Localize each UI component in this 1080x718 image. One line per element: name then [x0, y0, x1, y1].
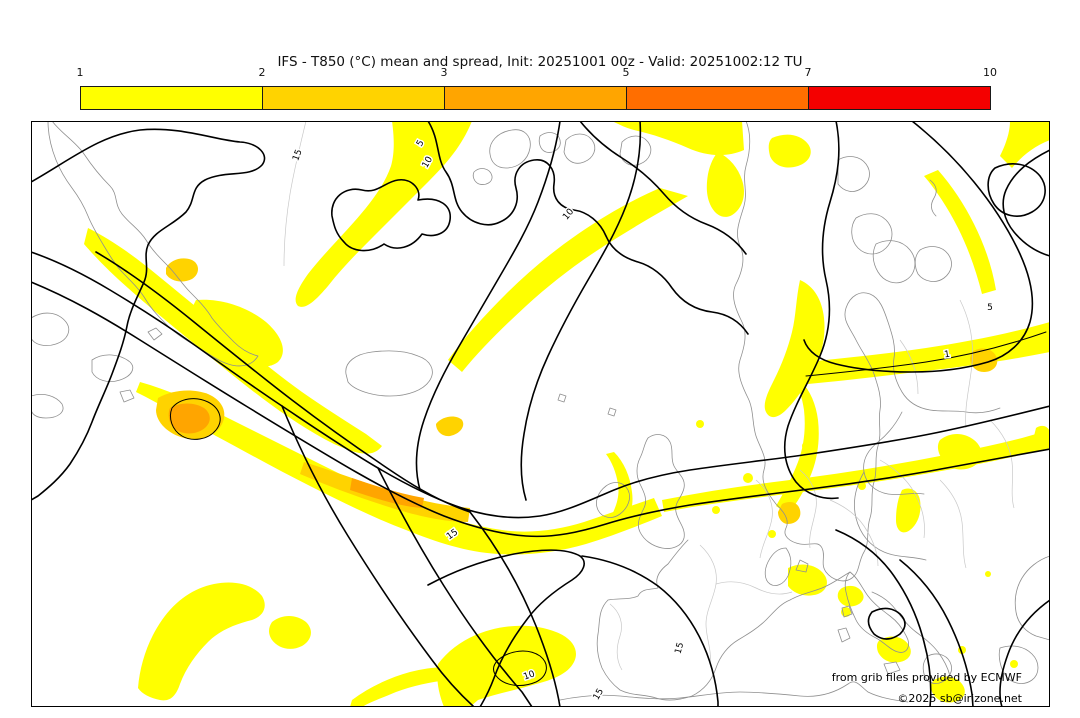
- colorbar-tick-label: 2: [258, 66, 266, 79]
- coastlines-layer: [31, 121, 1050, 703]
- colorbar-tick-label: 1: [76, 66, 84, 79]
- chart-title: IFS - T850 (°C) mean and spread, Init: 2…: [277, 54, 803, 70]
- contour-label: 15: [291, 148, 304, 162]
- contour-label: 10: [561, 207, 576, 222]
- colorbar-tick-label: 7: [804, 66, 812, 79]
- contour-label: 15: [674, 641, 687, 655]
- attribution-ecmwf: from grib files provided by ECMWF: [831, 671, 1022, 684]
- colorbar-segment: [81, 87, 262, 109]
- contour-label: 15: [592, 687, 606, 702]
- contour-label: 1: [944, 350, 951, 361]
- colorbar: [80, 86, 991, 110]
- map-canvas: 15 5 10 10 5 1 15 10 15 15: [31, 121, 1050, 707]
- contour-label: 5: [987, 303, 993, 313]
- attribution-copyright: ©2025 sb@irizone.net: [897, 692, 1022, 705]
- colorbar-segment: [262, 87, 444, 109]
- colorbar-tick-label: 5: [622, 66, 630, 79]
- mean-contour-layer: [31, 121, 1050, 707]
- country-borders-layer: [283, 121, 1015, 671]
- colorbar-segment: [444, 87, 626, 109]
- colorbar-segment: [626, 87, 808, 109]
- colorbar-segment: [808, 87, 990, 109]
- spread-shading-layer: [84, 121, 1050, 707]
- colorbar-tick-label: 10: [983, 66, 997, 79]
- map-frame: [31, 121, 1050, 707]
- contour-labels-layer: 15 5 10 10 5 1 15 10 15 15: [290, 137, 995, 703]
- colorbar-tick-label: 3: [440, 66, 448, 79]
